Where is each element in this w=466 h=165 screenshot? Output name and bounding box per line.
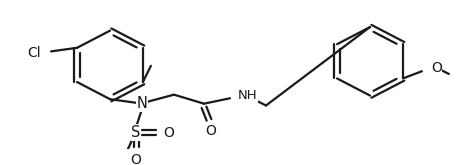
Text: NH: NH xyxy=(238,89,258,102)
Text: Cl: Cl xyxy=(27,46,41,60)
Text: O: O xyxy=(431,61,442,75)
Text: S: S xyxy=(131,125,141,140)
Text: N: N xyxy=(137,96,147,111)
Text: O: O xyxy=(130,153,142,165)
Text: O: O xyxy=(164,126,174,140)
Text: O: O xyxy=(206,124,216,138)
